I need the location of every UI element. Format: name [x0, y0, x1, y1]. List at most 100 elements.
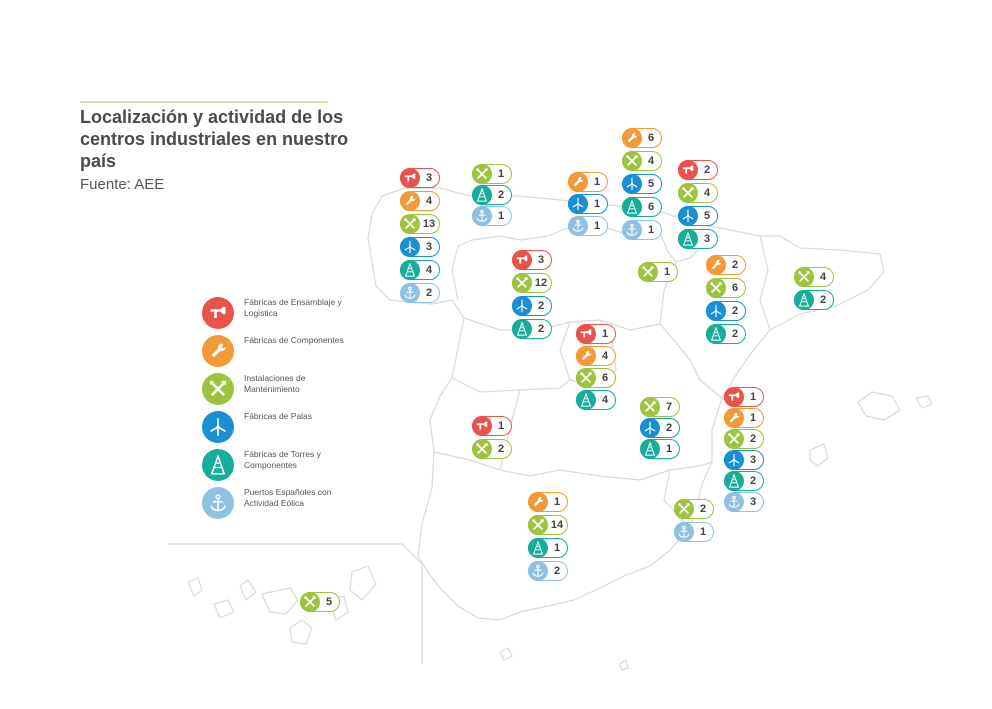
tools-icon — [300, 592, 320, 612]
wrench-icon — [528, 492, 548, 512]
badge-torres: 2 — [472, 185, 512, 205]
badge-count: 2 — [749, 475, 757, 487]
canary-islands — [213, 599, 235, 619]
badge-componentes: 4 — [400, 191, 440, 211]
tools-icon — [472, 164, 492, 184]
badge-torres: 4 — [576, 390, 616, 410]
badge-ensamblaje: 3 — [400, 168, 440, 188]
badge-mantenimiento: 1 — [638, 262, 678, 282]
wrench-icon — [724, 408, 744, 428]
badge-mantenimiento: 2 — [674, 499, 714, 519]
badge-count: 3 — [425, 241, 433, 253]
canary-islands — [239, 579, 257, 601]
badge-palas: 1 — [568, 194, 608, 214]
badge-componentes: 4 — [576, 346, 616, 366]
badge-count: 2 — [553, 565, 561, 577]
badge-count: 7 — [665, 401, 673, 413]
badge-torres: 2 — [724, 471, 764, 491]
badge-mantenimiento: 4 — [794, 267, 834, 287]
turbine-icon — [512, 296, 532, 316]
badge-componentes: 2 — [706, 255, 746, 275]
badge-count: 1 — [749, 412, 757, 424]
tower-icon — [400, 260, 420, 280]
turbine-icon — [678, 206, 698, 226]
badge-count: 2 — [537, 300, 545, 312]
badge-ensamblaje: 1 — [576, 324, 616, 344]
wrench-icon — [202, 335, 234, 367]
ceuta — [499, 647, 513, 661]
badge-mantenimiento: 2 — [724, 429, 764, 449]
anchor-icon — [724, 492, 744, 512]
anchor-icon — [400, 283, 420, 303]
legend-item-ensamblaje: Fábricas de Ensamblaje y Logistica — [202, 297, 362, 331]
tower-icon — [472, 185, 492, 205]
badge-count: 1 — [601, 328, 609, 340]
badge-puertos: 1 — [674, 522, 714, 542]
badge-puertos: 3 — [724, 492, 764, 512]
legend-label: Instalaciones de Mantenimiento — [244, 373, 306, 394]
badge-count: 5 — [647, 178, 655, 190]
badge-count: 1 — [593, 220, 601, 232]
region-border — [659, 261, 723, 399]
region-border — [463, 317, 661, 331]
turbine-icon — [622, 174, 642, 194]
badge-count: 3 — [425, 172, 433, 184]
badge-count: 1 — [699, 526, 707, 538]
tools-icon — [512, 273, 532, 293]
turbine-icon — [568, 194, 588, 214]
drill-icon — [472, 416, 492, 436]
canary-islands — [289, 619, 313, 645]
tower-icon — [724, 471, 744, 491]
badge-torres: 2 — [794, 290, 834, 310]
badge-count: 4 — [425, 264, 433, 276]
badge-count: 4 — [819, 271, 827, 283]
badge-count: 4 — [425, 195, 433, 207]
badge-count: 1 — [497, 210, 505, 222]
badge-count: 5 — [325, 596, 333, 608]
badge-count: 2 — [731, 328, 739, 340]
drill-icon — [202, 297, 234, 329]
anchor-icon — [528, 561, 548, 581]
badge-count: 2 — [497, 443, 505, 455]
badge-torres: 2 — [512, 319, 552, 339]
badge-mantenimiento: 2 — [472, 439, 512, 459]
badge-count: 1 — [665, 443, 673, 455]
legend-item-torres: Fábricas de Torres y Componentes — [202, 449, 362, 483]
canary-islands — [349, 565, 377, 601]
tower-icon — [202, 449, 234, 481]
badge-torres: 1 — [640, 439, 680, 459]
anchor-icon — [202, 487, 234, 519]
badge-palas: 2 — [706, 301, 746, 321]
badge-count: 3 — [749, 496, 757, 508]
legend-label: Fábricas de Torres y Componentes — [244, 449, 321, 470]
badge-count: 4 — [647, 155, 655, 167]
badge-torres: 4 — [400, 260, 440, 280]
wrench-icon — [706, 255, 726, 275]
badge-count: 4 — [601, 350, 609, 362]
tools-icon — [472, 439, 492, 459]
badge-palas: 2 — [640, 418, 680, 438]
tower-icon — [678, 229, 698, 249]
tools-icon — [678, 183, 698, 203]
region-border — [451, 245, 459, 301]
badge-count: 12 — [534, 277, 548, 289]
wrench-icon — [400, 191, 420, 211]
turbine-icon — [724, 450, 744, 470]
badge-puertos: 1 — [622, 220, 662, 240]
anchor-icon — [674, 522, 694, 542]
legend-item-mantenimiento: Instalaciones de Mantenimiento — [202, 373, 362, 407]
tower-icon — [706, 324, 726, 344]
canary-islands — [187, 577, 203, 597]
badge-ensamblaje: 2 — [678, 160, 718, 180]
badge-count: 1 — [749, 391, 757, 403]
region-border — [759, 235, 771, 331]
tools-icon — [794, 267, 814, 287]
badge-ensamblaje: 1 — [472, 416, 512, 436]
legend-item-palas: Fábricas de Palas — [202, 411, 362, 445]
tower-icon — [528, 538, 548, 558]
badge-mantenimiento: 5 — [300, 592, 340, 612]
badge-componentes: 1 — [568, 172, 608, 192]
badge-count: 1 — [593, 198, 601, 210]
badge-count: 2 — [731, 305, 739, 317]
page-title: Localización y actividad de los centros … — [80, 107, 349, 171]
